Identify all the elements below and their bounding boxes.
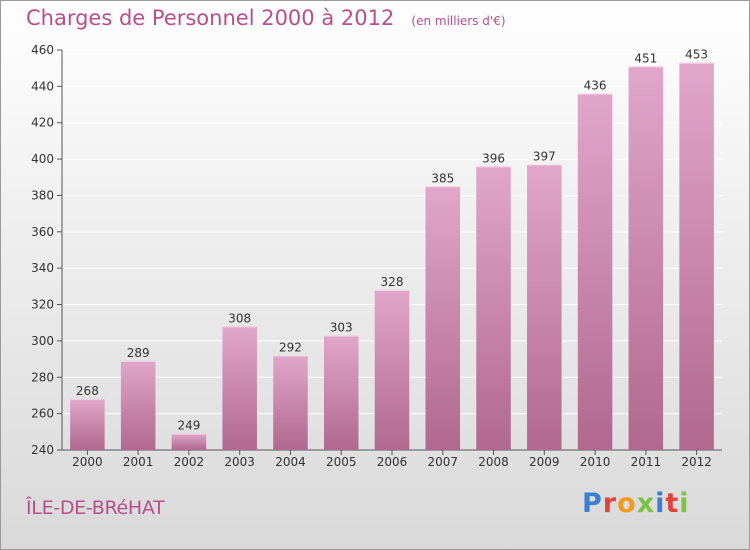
chart-title: Charges de Personnel 2000 à 2012 <box>26 6 395 30</box>
x-tick-label: 2012 <box>681 455 712 469</box>
bar <box>171 433 207 450</box>
bar <box>222 326 257 450</box>
bar <box>70 399 105 450</box>
x-tick-label: 2006 <box>377 455 408 469</box>
data-label: 451 <box>634 51 657 65</box>
x-tick-label: 2010 <box>580 455 611 469</box>
data-label: 268 <box>76 384 99 398</box>
logo-letter: r <box>602 488 618 519</box>
bar <box>374 290 410 450</box>
logo-letter: o <box>617 488 637 519</box>
bar <box>476 166 511 450</box>
x-tick-label: 2001 <box>123 455 154 469</box>
x-tick-label: 2004 <box>275 455 306 469</box>
y-tick-label: 260 <box>31 407 54 421</box>
y-tick-label: 400 <box>31 152 54 166</box>
logo-letter: x <box>636 488 656 519</box>
commune-name: ÎLE-DE-BRéHAT <box>26 497 165 519</box>
data-label: 436 <box>584 79 607 93</box>
chart-header: Charges de Personnel 2000 à 2012 (en mil… <box>26 6 506 30</box>
bar <box>273 355 308 450</box>
bar <box>120 360 156 450</box>
x-tick-label: 2009 <box>529 455 560 469</box>
y-tick-label: 420 <box>31 116 54 130</box>
y-tick-label: 340 <box>31 261 54 275</box>
logo-letter: i <box>655 488 666 519</box>
proxiti-logo[interactable]: Proxiti <box>582 488 690 519</box>
data-label: 303 <box>330 320 353 334</box>
bar <box>577 93 613 451</box>
data-label: 328 <box>381 275 404 289</box>
x-tick-label: 2007 <box>427 455 458 469</box>
data-label: 249 <box>177 419 200 433</box>
data-label: 453 <box>685 48 708 62</box>
data-label: 396 <box>482 151 505 165</box>
logo-letter: i <box>679 488 690 519</box>
y-tick-label: 360 <box>31 225 54 239</box>
bar <box>323 335 359 450</box>
x-tick-label: 2011 <box>631 455 662 469</box>
x-tick-label: 2003 <box>224 455 255 469</box>
x-tick-label: 2000 <box>72 455 103 469</box>
bar <box>628 66 664 450</box>
y-tick-label: 320 <box>31 298 54 312</box>
y-tick-label: 440 <box>31 79 54 93</box>
data-label: 397 <box>533 150 556 164</box>
bar <box>679 62 714 451</box>
data-label: 308 <box>228 311 251 325</box>
bar <box>425 186 461 450</box>
y-tick-label: 380 <box>31 188 54 202</box>
x-tick-label: 2005 <box>326 455 357 469</box>
x-tick-label: 2002 <box>174 455 205 469</box>
data-label: 292 <box>279 340 302 354</box>
y-tick-label: 460 <box>31 43 54 57</box>
data-label: 385 <box>431 171 454 185</box>
data-labels: 268 289 249 308 292 303 328 385 396 397 436 451 453 <box>76 48 708 433</box>
data-label: 289 <box>127 346 150 360</box>
y-tick-label: 240 <box>31 443 54 457</box>
logo-letter: t <box>665 488 680 519</box>
bars <box>70 62 714 451</box>
x-tick-label: 2008 <box>478 455 509 469</box>
bar <box>527 164 562 450</box>
tick-labels: 240 260 280 300 320 340 360 380 400 420 440 460 2000… <box>31 43 712 469</box>
y-tick-label: 280 <box>31 370 54 384</box>
y-tick-label: 300 <box>31 334 54 348</box>
logo-letter: P <box>582 488 603 519</box>
chart-subtitle: (en milliers d'€) <box>411 14 506 28</box>
